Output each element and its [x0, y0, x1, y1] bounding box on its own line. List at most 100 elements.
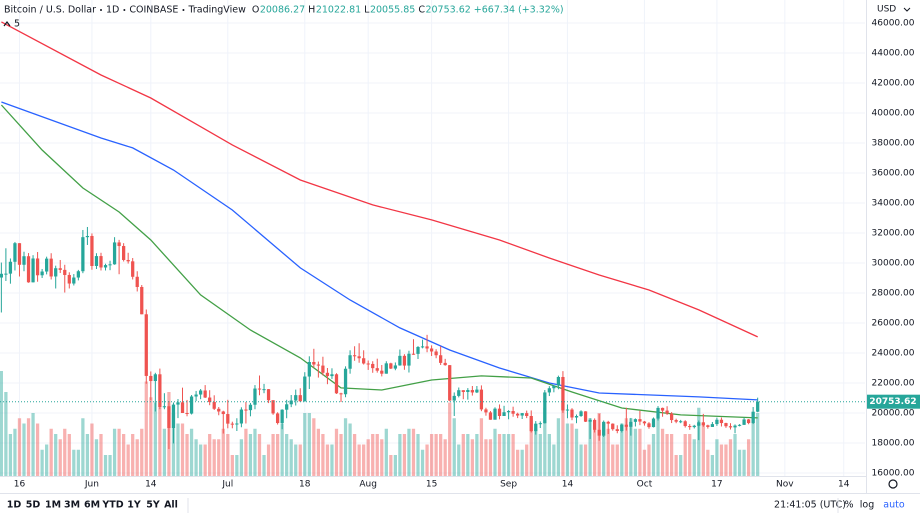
- volume-bar: [289, 439, 293, 476]
- volume-bar: [565, 423, 570, 476]
- candle-body: [502, 412, 506, 416]
- volume-bar: [131, 434, 135, 476]
- volume-bar: [122, 434, 126, 476]
- settings-icon[interactable]: [888, 479, 898, 489]
- candle-body: [588, 419, 592, 422]
- volume-bar: [217, 439, 221, 476]
- x-tick-label: 16: [14, 480, 26, 490]
- candle-body: [570, 409, 574, 418]
- volume-bar: [90, 423, 94, 476]
- log-toggle[interactable]: log: [860, 500, 874, 511]
- volume-bar: [529, 418, 533, 476]
- change: +667.34 (+3.32%): [474, 5, 564, 16]
- volume-bar: [579, 444, 583, 476]
- candle-body: [715, 419, 719, 425]
- candle-body: [638, 419, 642, 422]
- candle-body: [112, 242, 117, 265]
- candle-body: [189, 396, 194, 414]
- volume-bar: [348, 423, 352, 476]
- volume-bar: [316, 428, 321, 476]
- candle-body: [180, 402, 185, 413]
- volume-bar: [280, 423, 284, 476]
- candle-body: [497, 408, 502, 416]
- candle-body: [543, 392, 547, 424]
- volume-bar: [294, 444, 298, 476]
- volume-bar: [31, 413, 35, 476]
- volume-bar: [683, 434, 687, 476]
- volume-bar: [416, 434, 420, 476]
- candle-body: [615, 429, 619, 431]
- auto-toggle[interactable]: auto: [883, 500, 905, 511]
- range-button[interactable]: 5Y: [146, 500, 160, 511]
- range-button[interactable]: 1Y: [127, 500, 141, 511]
- volume-bar: [475, 434, 479, 476]
- candle-body: [710, 424, 715, 427]
- volume-bar: [8, 434, 13, 476]
- range-button[interactable]: 6M: [84, 500, 100, 511]
- candle-body: [81, 237, 85, 272]
- x-tick-label: 14: [838, 480, 850, 490]
- volume-bar: [452, 418, 456, 476]
- candle-body: [271, 400, 275, 414]
- candle-body: [167, 406, 171, 428]
- volume-bar: [72, 449, 76, 476]
- candle-body: [194, 394, 198, 397]
- volume-bar: [570, 423, 574, 476]
- separator-dot: [100, 9, 102, 11]
- candle-body: [217, 408, 221, 412]
- volume-bar: [303, 413, 307, 476]
- candle-body: [144, 314, 148, 376]
- candle-body: [162, 406, 167, 408]
- percent-toggle[interactable]: %: [844, 500, 853, 511]
- y-tick-label: 18000.00: [872, 438, 915, 448]
- collapse-icon[interactable]: [3, 21, 11, 27]
- volume-bar: [484, 439, 488, 476]
- candle-body: [706, 425, 710, 427]
- volume-bar: [602, 423, 606, 476]
- volume-bar: [253, 428, 257, 476]
- candle-body: [425, 346, 429, 349]
- range-button[interactable]: All: [164, 500, 178, 511]
- volume-bar: [144, 381, 148, 476]
- candle-body: [660, 407, 665, 411]
- candle-body: [285, 404, 289, 410]
- range-button[interactable]: 1D: [7, 500, 22, 511]
- volume-bar: [583, 444, 588, 476]
- candle-body: [593, 419, 597, 430]
- volume-bar: [606, 428, 610, 476]
- range-button[interactable]: YTD: [101, 500, 123, 511]
- volume-bar: [22, 423, 26, 476]
- candle-body: [511, 411, 515, 414]
- candle-body: [230, 423, 234, 425]
- x-tick-label: Oct: [637, 480, 653, 490]
- candle-body: [398, 355, 402, 366]
- candle-body: [665, 410, 669, 414]
- candle-body: [316, 364, 321, 366]
- candle-body: [94, 256, 99, 266]
- range-button[interactable]: 3M: [64, 500, 80, 511]
- volume-bar: [656, 418, 660, 476]
- y-tick-label: 32000.00: [872, 228, 915, 238]
- legend-key: H: [308, 5, 315, 16]
- candle-body: [149, 375, 153, 382]
- currency[interactable]: USD: [877, 5, 896, 15]
- candle-body: [275, 413, 280, 424]
- y-tick-label: 28000.00: [872, 288, 915, 298]
- legend-value: 21022.81: [316, 5, 361, 16]
- moving-average-line: [0, 104, 758, 419]
- range-button[interactable]: 1M: [45, 500, 61, 511]
- volume-bar: [312, 418, 316, 476]
- x-tick-label: 14: [562, 480, 574, 490]
- currency-chevron[interactable]: [903, 7, 911, 12]
- candle-body: [375, 368, 379, 371]
- candle-body: [76, 271, 80, 278]
- volume-bar: [470, 439, 474, 476]
- volume-bar: [692, 439, 696, 476]
- volume-bar: [688, 434, 692, 476]
- candle-body: [108, 264, 112, 266]
- volume-bar: [615, 444, 619, 476]
- candle-body: [153, 374, 157, 382]
- volume-bar: [266, 444, 271, 476]
- range-button[interactable]: 5D: [26, 500, 41, 511]
- volume-bar: [58, 439, 62, 476]
